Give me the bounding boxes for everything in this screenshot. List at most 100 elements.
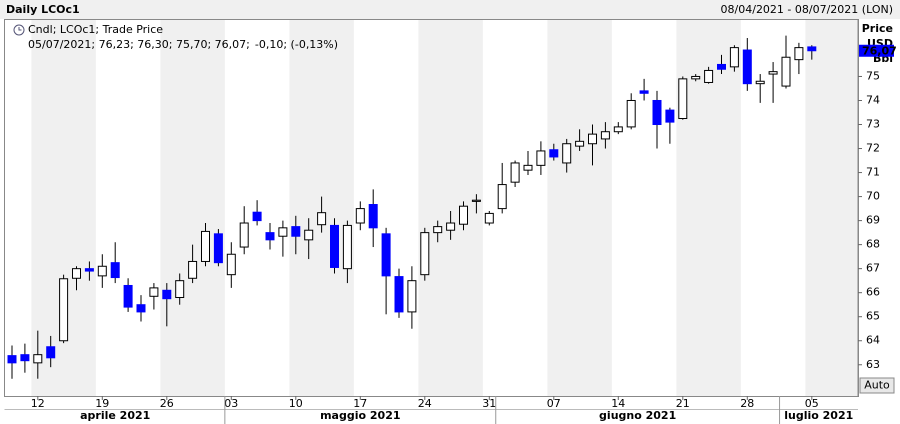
y-tick-label: 73: [866, 118, 880, 131]
candle-body: [59, 278, 69, 342]
candle-body: [330, 224, 339, 268]
x-tick-label: 07: [547, 397, 561, 410]
y-tick-label: 65: [866, 310, 880, 323]
candle-body: [123, 284, 133, 308]
plot-background: [31, 20, 858, 396]
candle-body: [497, 184, 507, 210]
candle-body: [626, 99, 636, 128]
candle-body: [291, 226, 301, 237]
candle-body: [226, 253, 236, 276]
month-label: aprile 2021: [80, 409, 150, 422]
auto-button[interactable]: [859, 377, 895, 394]
x-tick-label: 24: [418, 397, 432, 410]
candle-body: [46, 346, 56, 359]
week-band: [418, 20, 483, 396]
y-axis: 63646566676869707172737475PriceUSDBbl76,…: [857, 20, 897, 396]
candle-body: [459, 205, 468, 225]
x-tick-label: 12: [31, 397, 45, 410]
y-tick-label: 66: [866, 286, 880, 299]
candle-body: [600, 131, 610, 140]
y-tick-label: 68: [866, 238, 880, 251]
candle-body: [394, 276, 404, 313]
candle-body: [781, 56, 791, 87]
auto-button-label[interactable]: Auto: [864, 379, 890, 392]
last-price-label: 76,07: [862, 44, 897, 57]
chart-title: Daily LCOc1: [6, 3, 80, 16]
y-tick-label: 64: [866, 334, 880, 347]
candle-body: [342, 224, 352, 270]
candle-body: [446, 222, 456, 231]
x-tick-label: 28: [740, 397, 754, 410]
candle-body: [252, 211, 262, 222]
candle-body: [536, 150, 546, 166]
week-band: [805, 20, 858, 396]
y-tick-label: 67: [866, 262, 880, 275]
candle-body: [213, 233, 223, 264]
x-tick-label: 19: [95, 397, 109, 410]
candle-body: [317, 212, 327, 226]
candle-body: [665, 109, 675, 123]
x-axis: 12 19 26 03 10 17 24 31 07 14 21 28 05 aprile 2021 mag…: [31, 396, 853, 424]
candle-body: [188, 260, 198, 279]
candle-body: [704, 69, 714, 83]
legend-label: Cndl; LCOc1; Trade Price: [28, 23, 163, 36]
legend-icon-hand: [18, 27, 22, 31]
candles: [7, 35, 817, 379]
candle-body: [72, 268, 81, 279]
x-tick-label: 21: [676, 397, 690, 410]
legend: Cndl; LCOc1; Trade Price 05/07/2021; 76,…: [13, 23, 338, 51]
month-label: maggio 2021: [320, 409, 400, 422]
legend-change: -0,10; (-0,13%): [255, 38, 338, 51]
candle-body: [691, 75, 701, 80]
month-label: giugno 2021: [599, 409, 676, 422]
y-tick-label: 69: [866, 214, 880, 227]
header-bar: [0, 0, 900, 19]
month-label: luglio 2021: [784, 409, 853, 422]
candle-body: [588, 133, 597, 145]
x-tick-label: 26: [160, 397, 174, 410]
candle-body: [755, 80, 765, 85]
candle-body: [549, 149, 559, 158]
y-tick-label: 71: [866, 166, 880, 179]
candle-body: [239, 222, 249, 248]
candle-body: [729, 47, 739, 68]
week-band: [160, 20, 225, 396]
candle-body: [355, 208, 365, 224]
candle-body: [149, 287, 159, 297]
candle-body: [484, 212, 494, 224]
candle-body: [794, 47, 804, 61]
date-range: 08/04/2021 - 08/07/2021 (LON): [721, 3, 893, 16]
candle-body: [471, 199, 481, 202]
x-tick-label: 03: [224, 397, 238, 410]
last-price-box: [859, 44, 894, 57]
candle-body: [265, 232, 275, 241]
candle-body: [742, 49, 752, 85]
candle-body: [33, 354, 43, 364]
week-band: [547, 20, 612, 396]
candle-body: [97, 265, 107, 277]
x-tick-label: 31: [482, 397, 496, 410]
candle-body: [562, 143, 572, 164]
candle-body: [678, 78, 688, 120]
candle-body: [201, 230, 210, 262]
legend-last: 05/07/2021; 76,23; 76,30; 75,70; 76,07;: [28, 38, 250, 51]
candle-body: [768, 71, 778, 75]
candle-body: [433, 226, 443, 234]
candle-body: [162, 289, 172, 300]
candle-body: [381, 233, 391, 277]
y-tick-label: 75: [866, 69, 880, 82]
candle-body: [510, 162, 520, 183]
y-tick-label: 63: [866, 358, 880, 371]
y-tick-label: 74: [866, 93, 880, 106]
x-tick-label: 14: [611, 397, 625, 410]
x-tick-label: 10: [289, 397, 303, 410]
candle-body: [717, 63, 726, 70]
y-tick-label: 72: [866, 142, 880, 155]
candle-body: [807, 46, 817, 52]
candle-body: [20, 354, 30, 362]
candle-body: [575, 140, 585, 147]
candle-body: [84, 268, 94, 272]
y-axis-title: Price: [862, 22, 893, 35]
candle-body: [613, 126, 623, 133]
